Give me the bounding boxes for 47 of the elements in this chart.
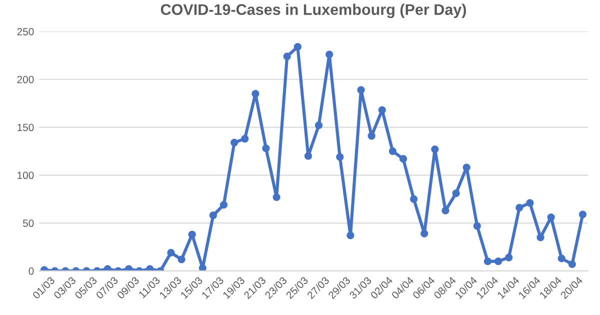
point <box>241 134 249 143</box>
point <box>167 248 175 257</box>
y-tick-label: 150 <box>18 124 34 132</box>
point <box>283 52 291 60</box>
point <box>504 254 513 262</box>
y-tick-label: 250 <box>17 28 34 36</box>
point <box>262 144 270 152</box>
point <box>252 90 260 98</box>
point <box>368 132 376 140</box>
point <box>547 213 555 222</box>
point <box>473 222 481 230</box>
point <box>209 212 218 220</box>
point <box>272 193 280 201</box>
point <box>178 256 186 264</box>
point <box>198 264 206 271</box>
point <box>188 230 196 238</box>
point <box>526 199 534 207</box>
point <box>410 195 418 203</box>
point <box>336 153 344 161</box>
point <box>431 145 439 154</box>
point <box>484 258 492 266</box>
point <box>442 206 450 214</box>
point <box>420 230 428 238</box>
point <box>294 43 302 51</box>
y-tick-label: 200 <box>17 76 34 84</box>
point <box>230 138 238 146</box>
point <box>558 254 566 262</box>
point <box>494 258 502 266</box>
point <box>378 106 386 114</box>
point <box>578 210 587 218</box>
point <box>220 201 228 209</box>
point <box>536 234 544 242</box>
point <box>346 232 354 240</box>
point <box>452 190 460 198</box>
point <box>568 260 576 268</box>
point <box>326 50 334 58</box>
point <box>388 147 397 156</box>
y-tick-label: 0 <box>28 267 34 275</box>
chart-title: COVID-19-Cases in Luxembourg (Per Day) <box>160 4 466 18</box>
y-tick-label: 100 <box>18 172 34 180</box>
point <box>516 204 524 212</box>
point <box>304 152 312 160</box>
point <box>462 164 470 172</box>
point <box>314 122 323 130</box>
point <box>357 86 365 94</box>
y-tick-label: 50 <box>22 220 34 227</box>
point <box>399 155 408 163</box>
